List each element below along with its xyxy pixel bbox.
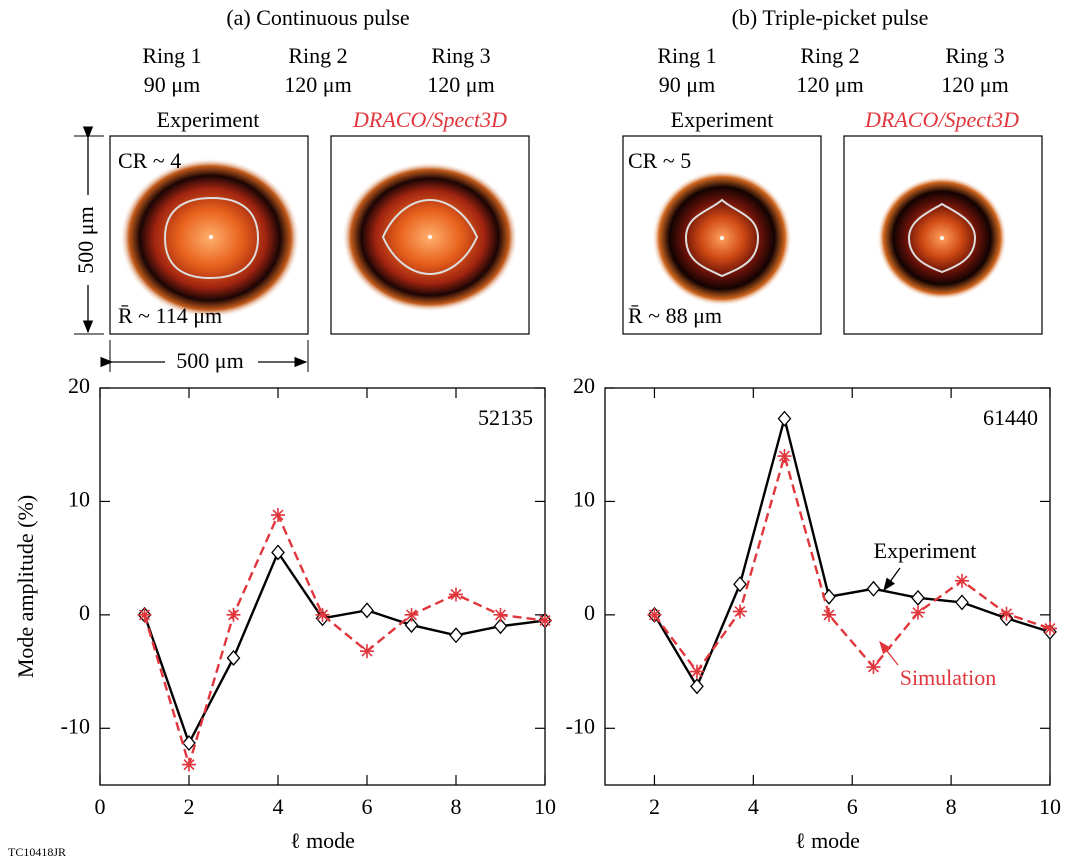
center-dot: [940, 236, 944, 240]
center-dot: [428, 235, 432, 239]
marker-asterisk: [538, 614, 552, 628]
marker-asterisk: [449, 587, 463, 601]
chart: -10 0 10 20 2 4 6 8 10 ℓ mode 61440 Experiment Simul…: [566, 373, 1061, 853]
ring-size: 120 μm: [427, 72, 494, 97]
ring-name: Ring 2: [800, 43, 859, 68]
marker-asterisk: [271, 508, 285, 522]
center-dot: [209, 235, 213, 239]
ring-name: Ring 1: [657, 43, 716, 68]
x-tick-label: 2: [649, 794, 660, 819]
annotation-arrow: [884, 568, 900, 590]
ring-size: 120 μm: [941, 72, 1008, 97]
experiment-label: Experiment: [157, 107, 260, 132]
marker-diamond: [734, 577, 746, 591]
ring-name: Ring 1: [142, 43, 201, 68]
marker-diamond: [450, 628, 462, 642]
marker-asterisk: [999, 607, 1013, 621]
y-tick-label: 10: [573, 486, 595, 511]
y-tick-label: 20: [573, 373, 595, 398]
y-tick-label: 0: [79, 600, 90, 625]
marker-diamond: [956, 595, 968, 609]
marker-asterisk: [733, 604, 747, 618]
x-tick-label: 10: [534, 794, 556, 819]
ring-name: Ring 3: [945, 43, 1004, 68]
marker-asterisk: [1043, 621, 1057, 635]
x-tick-label: 4: [273, 794, 284, 819]
ring-size: 120 μm: [796, 72, 863, 97]
scale-label: 500 μm: [176, 348, 243, 373]
y-tick-label: -10: [566, 713, 595, 738]
series-annotation: Experiment: [874, 538, 977, 563]
y-tick-label: 10: [68, 486, 90, 511]
x-tick-label: 8: [946, 794, 957, 819]
marker-asterisk: [138, 608, 152, 622]
marker-asterisk: [182, 758, 196, 772]
image-panels: 500 μm 500 μm TC10418JR: [8, 136, 1042, 859]
plot-frame: [100, 388, 545, 785]
marker-diamond: [228, 651, 240, 665]
marker-asterisk: [777, 449, 791, 463]
marker-asterisk: [911, 606, 925, 620]
cr-label: CR ~ 5: [628, 148, 691, 173]
x-tick-label: 2: [184, 794, 195, 819]
marker-asterisk: [494, 608, 508, 622]
panel-title: (a) Continuous pulse: [226, 5, 409, 30]
y-tick-label: -10: [61, 713, 90, 738]
marker-diamond: [867, 582, 879, 596]
marker-asterisk: [360, 644, 374, 658]
marker-diamond: [361, 603, 373, 617]
series-line: [654, 456, 1050, 672]
center-dot: [720, 236, 724, 240]
marker-asterisk: [955, 574, 969, 588]
marker-asterisk: [227, 608, 241, 622]
x-tick-label: 0: [95, 794, 106, 819]
series-line: [145, 552, 546, 743]
marker-asterisk: [690, 665, 704, 679]
marker-diamond: [778, 412, 790, 426]
figure: 500 μm 500 μm TC10418JR (a) Continuous p…: [0, 0, 1065, 863]
ring-name: Ring 2: [288, 43, 347, 68]
annotation-arrow: [880, 642, 898, 665]
x-tick-label: 6: [362, 794, 373, 819]
chart: -10 0 10 20 0 2 4 6 8 10 ℓ mode Mode amplitude (%) 5…: [13, 373, 556, 853]
shot-number: 52135: [478, 405, 533, 430]
y-axis-label: Mode amplitude (%): [13, 495, 38, 678]
y-tick-label: 20: [68, 373, 90, 398]
radius-label: R̄ ~ 114 μm: [118, 303, 222, 328]
ring-size: 120 μm: [284, 72, 351, 97]
marker-asterisk: [822, 608, 836, 622]
marker-asterisk: [316, 608, 330, 622]
cr-label: CR ~ 4: [118, 148, 181, 173]
shot-number: 61440: [983, 405, 1038, 430]
ring-size: 90 μm: [659, 72, 715, 97]
ring-size: 90 μm: [144, 72, 200, 97]
x-axis-label: ℓ mode: [290, 828, 355, 853]
x-tick-label: 4: [748, 794, 759, 819]
x-axis-label: ℓ mode: [795, 828, 860, 853]
x-tick-label: 10: [1039, 794, 1061, 819]
series-line: [145, 515, 546, 765]
marker-asterisk: [405, 608, 419, 622]
experiment-label: Experiment: [671, 107, 774, 132]
x-tick-label: 6: [847, 794, 858, 819]
figure-id: TC10418JR: [8, 845, 66, 859]
marker-asterisk: [866, 660, 880, 674]
panel-title: (b) Triple-picket pulse: [732, 5, 929, 30]
radius-label: R̄ ~ 88 μm: [628, 303, 722, 328]
simulation-label: DRACO/Spect3D: [352, 107, 507, 132]
ring-name: Ring 3: [431, 43, 490, 68]
y-tick-label: 0: [584, 600, 595, 625]
series-annotation: Simulation: [900, 665, 997, 690]
marker-diamond: [912, 591, 924, 605]
simulation-label: DRACO/Spect3D: [864, 107, 1019, 132]
x-tick-label: 8: [451, 794, 462, 819]
scale-label: 500 μm: [73, 206, 98, 273]
marker-asterisk: [647, 608, 661, 622]
